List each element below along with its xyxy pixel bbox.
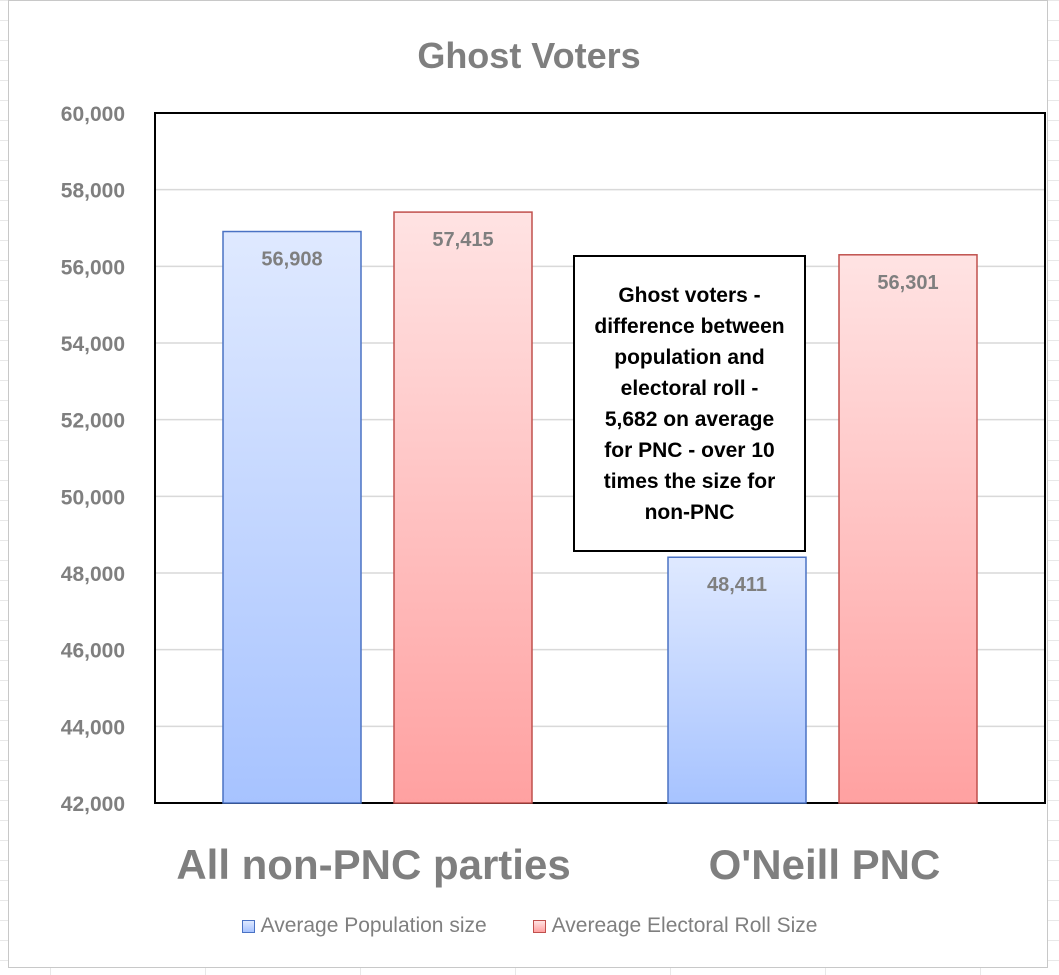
y-tick-label: 60,000 [61,103,125,126]
annotation-callout[interactable]: Ghost voters - difference between popula… [573,255,806,552]
chart-title: Ghost Voters [417,35,640,76]
y-tick-label: 42,000 [61,793,125,816]
legend-swatch-population [241,919,255,933]
category-labels: All non-PNC parties O'Neill PNC [176,841,940,888]
legend-swatch-electoral-roll [532,919,546,933]
y-tick-label: 58,000 [61,180,125,203]
y-tick-label: 44,000 [61,716,125,739]
legend-label-electoral-roll: Avereage Electoral Roll Size [551,914,818,937]
data-label: 56,908 [261,249,322,271]
y-tick-label: 46,000 [61,640,125,663]
data-label: 57,415 [432,229,493,251]
legend: Average Population size Avereage Elector… [0,914,1059,938]
data-label: 56,301 [877,272,938,294]
bar-electoral-roll-0[interactable] [393,211,533,804]
legend-item-electoral-roll[interactable]: Avereage Electoral Roll Size [532,914,818,938]
category-label: All non-PNC parties [176,841,570,888]
bar-population-1[interactable] [667,556,807,804]
y-axis-tick-labels: 42,000 44,000 46,000 48,000 50,000 52,000 54,0… [61,103,125,816]
data-labels: 56,908 57,415 48,411 56,301 [261,229,938,596]
category-label: O'Neill PNC [709,841,941,888]
y-tick-label: 48,000 [61,563,125,586]
y-tick-label: 50,000 [61,486,125,509]
y-tick-label: 52,000 [61,410,125,433]
y-tick-label: 56,000 [61,256,125,279]
chart-svg: Ghost Voters 42,000 44,000 46,000 48,000 50,… [61,35,1046,888]
annotation-text: Ghost voters - difference between popula… [594,283,785,524]
plot-area-border [154,112,1046,804]
legend-item-population[interactable]: Average Population size [241,914,487,938]
bar-electoral-roll-1[interactable] [838,254,978,804]
chart-area[interactable]: Ghost Voters 42,000 44,000 46,000 48,000 50,… [8,0,1048,968]
bar-population-0[interactable] [222,230,362,804]
y-tick-label: 54,000 [61,333,125,356]
bars [222,211,978,804]
legend-label-population: Average Population size [260,914,487,937]
data-label: 48,411 [707,574,767,596]
